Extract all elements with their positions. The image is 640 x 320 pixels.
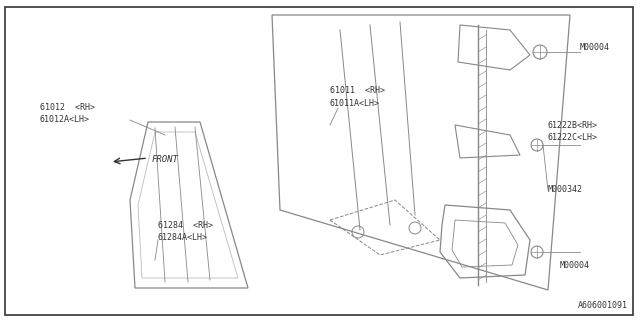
Text: M000342: M000342 (548, 186, 583, 195)
Text: FRONT: FRONT (152, 156, 179, 164)
Text: 61222B<RH>: 61222B<RH> (548, 121, 598, 130)
Text: 61284  <RH>: 61284 <RH> (158, 221, 213, 230)
Text: 61222C<LH>: 61222C<LH> (548, 133, 598, 142)
Text: 61011  <RH>: 61011 <RH> (330, 86, 385, 95)
Text: 61012  <RH>: 61012 <RH> (40, 103, 95, 112)
Text: 61012A<LH>: 61012A<LH> (40, 115, 90, 124)
Text: M00004: M00004 (560, 260, 590, 269)
Text: 61284A<LH>: 61284A<LH> (158, 233, 208, 242)
Text: 61011A<LH>: 61011A<LH> (330, 99, 380, 108)
Text: M00004: M00004 (580, 44, 610, 52)
Text: A606001091: A606001091 (578, 301, 628, 310)
